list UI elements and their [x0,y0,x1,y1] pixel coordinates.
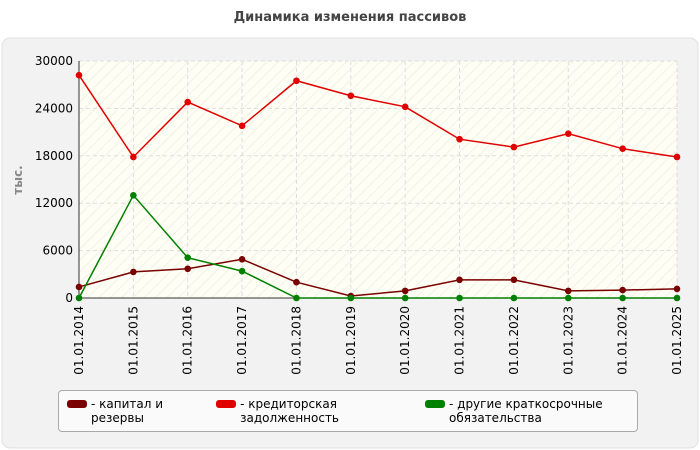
chart-title: Динамика изменения пассивов [234,10,467,25]
point [347,92,355,100]
legend-item: - кредиторская задолженность [216,397,405,425]
point [401,287,409,295]
y-axis-label: тыс. [11,165,25,194]
legend-swatch [216,400,237,408]
point [130,153,137,161]
point [673,294,681,302]
y-tick-label: 12000 [35,196,73,210]
series-line [78,258,678,297]
point [619,294,626,302]
point [75,294,83,302]
y-tick-label: 0 [65,291,73,305]
point [564,287,572,295]
legend-swatch [67,400,87,408]
point [75,283,83,291]
point [293,278,300,286]
point [564,294,572,302]
point [238,122,246,130]
x-tick-label: 01.01.2018 [289,306,303,375]
x-tick-label: 01.01.2017 [235,306,249,375]
point [293,294,300,302]
series-line [78,193,677,299]
x-tick-label: 01.01.2016 [181,306,195,375]
point [130,268,137,276]
plot-area [79,61,677,298]
point [510,276,518,284]
legend-label: - капитал и резервы [91,397,164,425]
point [238,267,246,275]
legend-item: - капитал и резервы [67,397,196,425]
x-tick-label: 01.01.2022 [507,306,521,375]
point [130,192,137,199]
x-tick-label: 01.01.2021 [453,306,467,375]
point [75,71,83,79]
point [510,143,518,151]
x-tick-label: 01.01.2023 [561,306,575,375]
legend: - капитал и резервы - кредиторская задолж… [58,390,638,432]
legend-item: - другие краткосрочные обязательства [425,397,609,425]
point [510,294,518,302]
point [184,98,192,106]
point [673,153,681,161]
y-tick-label: 18000 [35,149,73,163]
point [347,294,355,302]
point [401,103,409,111]
point [184,254,192,262]
legend-label: - другие краткосрочные обязательства [449,397,603,425]
series-line [78,74,678,159]
legend-label: - кредиторская задолженность [240,397,340,425]
x-tick-label: 01.01.2015 [126,306,140,375]
point [619,286,626,294]
y-tick-label: 6000 [42,244,73,258]
point [619,145,626,152]
y-tick-label: 24000 [35,101,73,115]
legend-swatch [425,400,445,408]
point [673,285,681,293]
point [456,135,463,143]
point [238,255,246,263]
point [564,130,572,137]
x-tick-label: 01.01.2024 [616,306,630,375]
point [184,265,192,273]
x-tick-label: 01.01.2020 [398,306,412,375]
point [401,294,409,302]
x-tick-label: 01.01.2025 [670,306,684,375]
y-tick-label: 30000 [35,54,73,68]
x-tick-label: 01.01.2014 [72,306,86,375]
point [293,77,300,85]
point [456,276,463,284]
point [456,294,463,302]
x-tick-label: 01.01.2019 [344,306,358,375]
